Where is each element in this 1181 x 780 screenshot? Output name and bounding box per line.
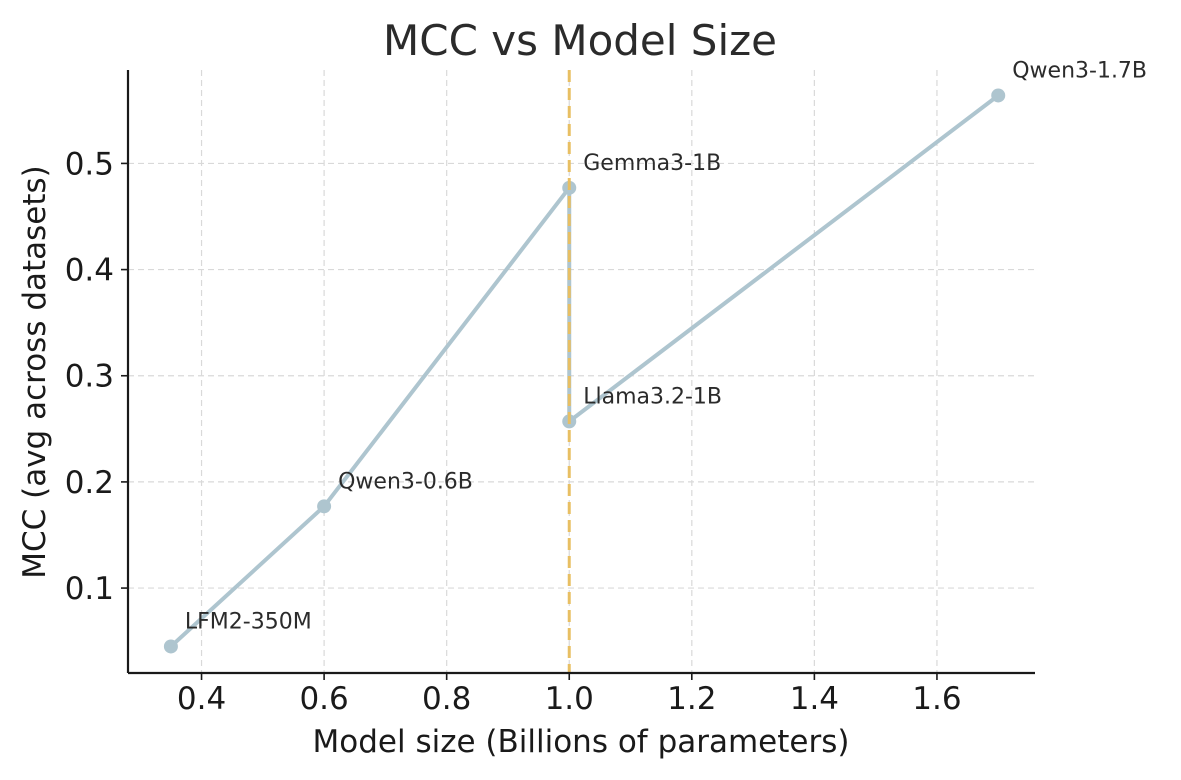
- y-tick-label: 0.3: [65, 359, 114, 395]
- y-tick-label: 0.5: [65, 146, 114, 182]
- data-label: Llama3.2-1B: [583, 384, 722, 409]
- data-label: Qwen3-0.6B: [338, 469, 473, 494]
- data-point: [991, 88, 1006, 103]
- axes: 0.4 0.6 0.8 1.0 1.2 1.4 1.6 0.1 0.2 0.3 0.4 0.5: [65, 70, 1035, 717]
- x-tick-label: 0.4: [177, 681, 226, 717]
- x-tick-label: 1.0: [545, 681, 594, 717]
- y-tick-label: 0.2: [65, 465, 114, 501]
- point-labels: LFM2-350M Qwen3-0.6B Gemma3-1B Llama3.2-1B Q…: [185, 58, 1147, 634]
- x-tick-label: 0.6: [299, 681, 348, 717]
- data-label: Gemma3-1B: [583, 151, 721, 176]
- series-line: [168, 93, 1001, 649]
- x-tick-label: 1.4: [790, 681, 839, 717]
- x-tick-label: 1.6: [912, 681, 961, 717]
- data-label: LFM2-350M: [185, 609, 312, 634]
- data-point: [163, 639, 178, 654]
- grid: [128, 70, 1035, 673]
- x-axis-label: Model size (Billions of parameters): [313, 724, 850, 760]
- x-tick-label: 0.8: [422, 681, 471, 717]
- y-tick-label: 0.1: [65, 571, 114, 607]
- chart-title: MCC vs Model Size: [383, 16, 777, 65]
- x-tick-label: 1.2: [667, 681, 716, 717]
- y-axis-label: MCC (avg across datasets): [17, 165, 53, 579]
- data-label: Qwen3-1.7B: [1012, 58, 1147, 83]
- data-point: [317, 499, 332, 514]
- y-tick-label: 0.4: [65, 253, 114, 289]
